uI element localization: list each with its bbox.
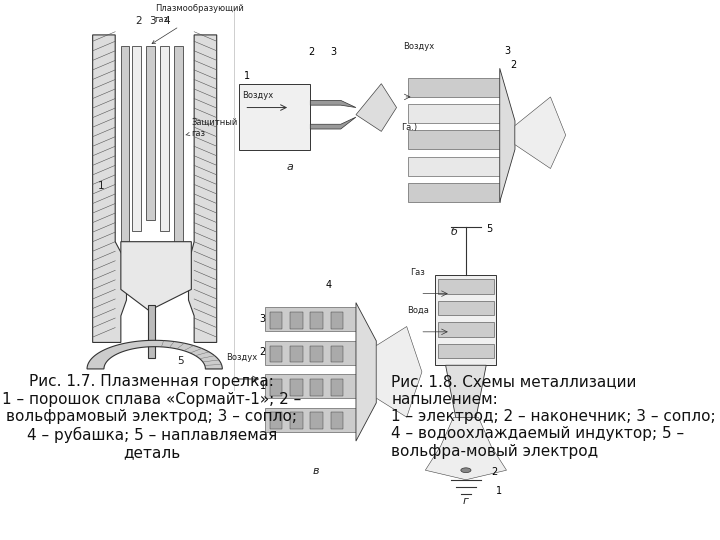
Bar <box>330 346 343 362</box>
Text: в: в <box>312 467 319 476</box>
Text: 4: 4 <box>325 280 332 291</box>
Ellipse shape <box>461 468 471 472</box>
Text: 5: 5 <box>486 224 492 234</box>
Bar <box>148 305 155 359</box>
Bar <box>290 379 302 396</box>
Bar <box>408 157 500 176</box>
Text: б: б <box>451 227 457 237</box>
Bar <box>265 341 356 364</box>
Bar <box>270 379 282 396</box>
Text: 3: 3 <box>330 47 337 57</box>
Bar <box>290 413 302 429</box>
Text: 4: 4 <box>163 16 170 26</box>
Text: 2: 2 <box>510 60 516 70</box>
Text: 2: 2 <box>259 347 266 357</box>
Text: 3: 3 <box>149 16 156 26</box>
Polygon shape <box>356 302 377 441</box>
Bar <box>310 413 323 429</box>
Polygon shape <box>426 418 506 480</box>
Polygon shape <box>500 68 515 202</box>
Text: а: а <box>287 161 294 172</box>
Bar <box>330 413 343 429</box>
Bar <box>290 312 302 329</box>
Bar <box>408 130 500 150</box>
Bar <box>436 274 496 365</box>
Text: Рис. 1.7. Плазменная горелка:
1 – порошок сплава «Сормайт-1»; 2 –
вольфрамовый э: Рис. 1.7. Плазменная горелка: 1 – порошо… <box>2 374 302 460</box>
Text: 1: 1 <box>259 381 266 390</box>
Text: Защитный
газ: Защитный газ <box>186 118 238 138</box>
Bar <box>310 312 323 329</box>
Polygon shape <box>87 340 222 369</box>
Polygon shape <box>121 242 192 310</box>
Bar <box>330 379 343 396</box>
Polygon shape <box>310 100 356 107</box>
Text: г: г <box>463 496 469 505</box>
Text: 1: 1 <box>99 181 105 191</box>
Bar <box>290 346 302 362</box>
Bar <box>408 78 500 97</box>
Polygon shape <box>515 97 566 168</box>
Bar <box>132 45 140 231</box>
Bar <box>121 45 130 247</box>
Text: Газ: Газ <box>410 267 425 276</box>
Bar <box>270 312 282 329</box>
Bar <box>265 307 356 332</box>
Text: Плазмообразующий
газ: Плазмообразующий газ <box>152 4 243 44</box>
Bar <box>239 84 310 151</box>
Bar <box>408 104 500 123</box>
Bar <box>438 279 494 294</box>
Bar <box>161 45 168 231</box>
Polygon shape <box>93 35 127 342</box>
Bar <box>438 344 494 358</box>
Bar <box>270 346 282 362</box>
Bar <box>174 45 183 247</box>
Text: 3: 3 <box>505 46 511 56</box>
Polygon shape <box>189 35 217 342</box>
Bar <box>330 312 343 329</box>
Text: 2: 2 <box>307 47 314 57</box>
Bar <box>310 379 323 396</box>
Bar <box>270 413 282 429</box>
Text: 2: 2 <box>135 16 142 26</box>
Bar <box>438 301 494 315</box>
Text: 2: 2 <box>491 467 498 477</box>
Polygon shape <box>310 117 356 129</box>
Text: 1: 1 <box>496 486 503 496</box>
Text: Вода: Вода <box>408 306 429 315</box>
Text: Рис. 1.8. Схемы металлизации
напылением:
1 – электрод; 2 – наконечник; 3 – сопло: Рис. 1.8. Схемы металлизации напылением:… <box>392 374 716 459</box>
Bar <box>438 322 494 336</box>
Text: Воздух: Воздух <box>227 353 258 362</box>
Text: Га.): Га.) <box>401 123 417 132</box>
Bar <box>310 346 323 362</box>
Text: Воздух: Воздух <box>242 91 273 100</box>
Polygon shape <box>377 327 422 417</box>
Bar <box>146 45 155 220</box>
Polygon shape <box>356 84 397 131</box>
Text: 1: 1 <box>244 71 251 81</box>
Bar <box>265 408 356 431</box>
Bar <box>408 183 500 202</box>
Polygon shape <box>446 365 486 418</box>
Text: Воздух: Воздух <box>403 42 435 51</box>
Text: 3: 3 <box>259 314 266 324</box>
Bar <box>265 374 356 398</box>
Text: 5: 5 <box>177 356 184 366</box>
